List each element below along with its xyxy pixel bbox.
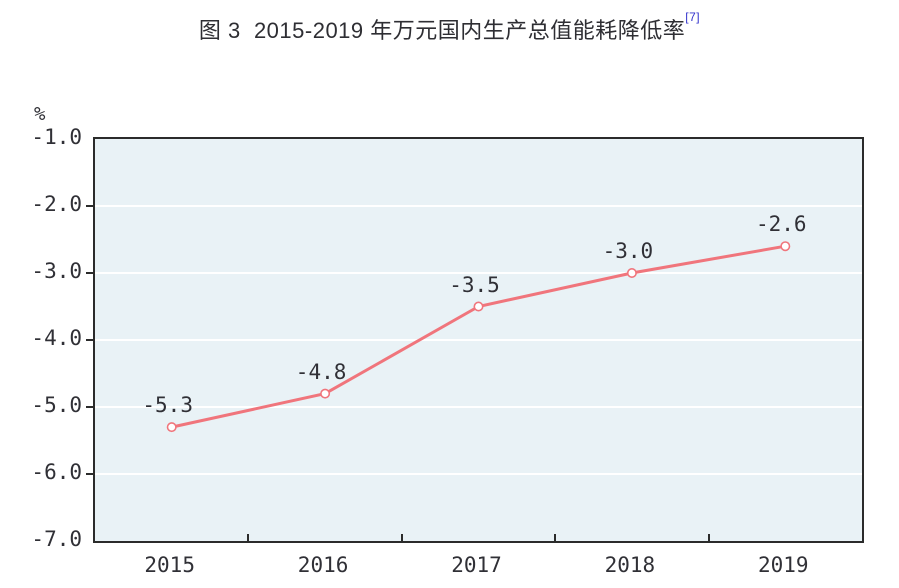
y-axis-tick: [86, 205, 93, 207]
plot-area: -5.3 -4.8 -3.5 -3.0 -2.6: [86, 137, 864, 543]
x-tick-label: 2015: [144, 553, 195, 577]
gridline: [95, 406, 862, 408]
data-label: -4.8: [295, 359, 347, 384]
y-axis-tick: [86, 339, 93, 341]
y-axis-tick-labels: -1.0 -2.0 -3.0 -4.0 -5.0 -6.0 -7.0: [0, 126, 82, 550]
y-tick-label: -1.0: [31, 125, 82, 149]
y-tick-label: -5.0: [31, 393, 82, 417]
gridline: [95, 473, 862, 475]
data-label: -2.6: [756, 212, 807, 237]
gridline: [95, 272, 862, 274]
x-tick-label: 2018: [604, 553, 656, 577]
y-tick-label: -2.0: [31, 192, 82, 216]
data-label: -5.3: [142, 393, 193, 418]
footnote-ref: [7]: [685, 9, 701, 24]
x-axis-tick: [247, 534, 250, 541]
y-axis-unit-label: %: [34, 103, 46, 125]
y-axis-tick: [86, 473, 93, 475]
data-point-marker: [780, 241, 791, 252]
y-axis-tick: [86, 406, 93, 408]
y-tick-label: -3.0: [31, 259, 82, 283]
y-axis-tick: [86, 272, 93, 274]
x-axis-tick: [707, 534, 710, 541]
line-series: [166, 241, 791, 433]
data-point-marker: [626, 268, 637, 279]
data-point-marker: [320, 388, 331, 399]
x-axis-tick-labels: 2015 2016 2017 2018 2019: [93, 553, 864, 579]
chart-title-text: 图 3 2015-2019 年万元国内生产总值能耗降低率: [198, 18, 686, 43]
chart-title: 图 3 2015-2019 年万元国内生产总值能耗降低率[7]: [0, 9, 899, 45]
data-point-marker: [166, 422, 177, 433]
data-label: -3.5: [449, 272, 500, 297]
gridline: [95, 205, 862, 207]
gridline: [95, 339, 862, 341]
x-tick-label: 2017: [451, 553, 502, 577]
data-label: -3.0: [602, 239, 654, 263]
y-tick-label: -4.0: [31, 326, 82, 350]
x-tick-label: 2016: [297, 553, 349, 577]
x-axis-tick: [554, 534, 557, 541]
x-axis-tick: [400, 534, 403, 541]
data-point-marker: [473, 301, 484, 312]
x-tick-label: 2019: [758, 553, 809, 577]
y-tick-label: -6.0: [31, 460, 82, 484]
y-tick-label: -7.0: [31, 527, 82, 551]
